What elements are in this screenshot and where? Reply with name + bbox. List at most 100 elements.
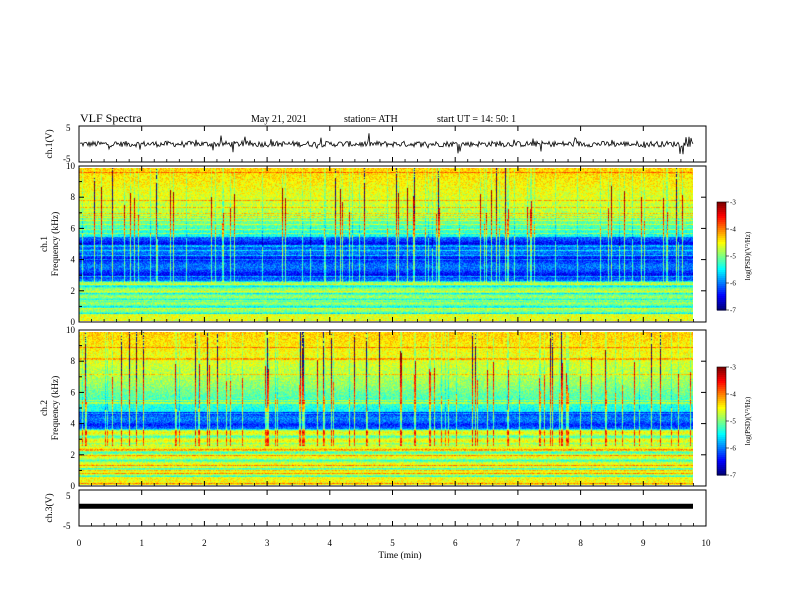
ch2-colorbar-swatch [717, 381, 726, 384]
ch1-colorbar-swatch [717, 296, 726, 299]
time-axis-label: Time (min) [378, 550, 421, 561]
ch2-colorbar-swatch [717, 441, 726, 444]
ch1-colorbar-swatch [717, 242, 726, 245]
ch1-spec-ylabel-frequency: Frequency (kHz) [50, 212, 61, 277]
ch1-colorbar-swatch [717, 246, 726, 249]
ch1-waveform-panel: 5 -5 ch.1(V) [44, 123, 707, 164]
ch2-colorbar-swatch [717, 463, 726, 466]
ch3-ytick-top: 5 [66, 491, 71, 501]
time-tick-label: 7 [516, 538, 521, 548]
ch3-ylabel: ch.3(V) [44, 493, 55, 522]
ch2-colorbar-swatch [717, 409, 726, 412]
ch2-spectrogram-panel: 0 2 4 6 8 10 ch.2 Frequency (kHz) [40, 325, 707, 491]
ch1-colorbar-swatch [717, 206, 726, 209]
ch2-colorbar-tick-label: -7 [730, 472, 736, 480]
ch2-colorbar-swatch [717, 435, 726, 438]
ch2-colorbar-swatch [717, 445, 726, 448]
ch3-ytick-bottom: -5 [63, 521, 71, 531]
ch1-colorbar-swatch [717, 240, 726, 243]
time-tick-label: 8 [578, 538, 583, 548]
ch2-colorbar-swatch [717, 403, 726, 406]
ch2-colorbar-swatch [717, 465, 726, 468]
ch1-colorbar-swatch [717, 272, 726, 275]
ch2-spectrogram-yticks: 0 2 4 6 8 10 [66, 325, 706, 491]
ch1-colorbar-swatch [717, 228, 726, 231]
time-tick-label: 3 [265, 538, 270, 548]
ch1-colorbar-tick-label: -3 [730, 199, 736, 207]
ch2-colorbar-tick-label: -3 [730, 364, 736, 372]
ch1-colorbar-swatch [717, 292, 726, 295]
ch1-colorbar-swatch [717, 224, 726, 227]
time-tick-label: 1 [139, 538, 144, 548]
header-station: station= ATH [344, 114, 398, 125]
ch2-colorbar-swatch [717, 415, 726, 418]
ch1-colorbar-swatch [717, 306, 726, 309]
ch2-spec-ylabel-frequency: Frequency (kHz) [50, 376, 61, 441]
ch2-colorbar-swatch [717, 427, 726, 430]
ch1-colorbar-swatch [717, 270, 726, 273]
ch2-spec-ytick-label: 8 [71, 356, 76, 366]
ch2-colorbar-tick-label: -6 [730, 445, 736, 453]
ch2-colorbar-swatch [717, 379, 726, 382]
ch2-colorbar-swatch [717, 421, 726, 424]
ch2-colorbar-swatch [717, 417, 726, 420]
ch1-colorbar-swatch [717, 258, 726, 261]
ch2-colorbar-swatch [717, 467, 726, 470]
ch2-colorbar-swatch [717, 389, 726, 392]
ch2-colorbar-swatch [717, 425, 726, 428]
ch1-colorbar-swatch [717, 238, 726, 241]
ch2-colorbar-swatch [717, 393, 726, 396]
ch2-colorbar-swatch [717, 371, 726, 374]
ch2-colorbar-swatch [717, 373, 726, 376]
ch1-colorbar-swatch [717, 214, 726, 217]
header-date: May 21, 2021 [251, 114, 307, 125]
ch1-colorbar-swatch [717, 236, 726, 239]
ch2-colorbar-swatch [717, 375, 726, 378]
ch2-colorbar-swatch [717, 461, 726, 464]
time-tick-label: 10 [702, 538, 712, 548]
ch2-colorbar-swatch [717, 443, 726, 446]
ch2-colorbar-swatch [717, 391, 726, 394]
ch1-colorbar-swatch [717, 284, 726, 287]
ch1-colorbar-swatch [717, 208, 726, 211]
ch1-colorbar-swatch [717, 250, 726, 253]
ch2-colorbar-swatch [717, 437, 726, 440]
ch1-colorbar-swatch [717, 226, 726, 229]
ch1-colorbar-swatch [717, 302, 726, 305]
ch2-colorbar-swatch [717, 377, 726, 380]
ch1-spec-ytick-label: 10 [66, 161, 76, 171]
ch1-spec-ylabel-channel: ch.1 [40, 236, 50, 252]
ch2-spec-ytick-label: 10 [66, 325, 76, 335]
ch2-colorbar-swatch [717, 449, 726, 452]
ch1-colorbar-swatch [717, 210, 726, 213]
ch2-colorbar-swatch [717, 471, 726, 474]
ch2-colorbar-swatch [717, 369, 726, 372]
ch2-colorbar-swatch [717, 451, 726, 454]
time-axis-ticks: 0 1 2 3 4 5 6 7 8 9 10 [77, 126, 711, 548]
ch2-spectrogram-image [79, 332, 693, 485]
ch2-colorbar-swatch [717, 419, 726, 422]
time-tick-label: 6 [453, 538, 458, 548]
ch1-colorbar-swatch [717, 248, 726, 251]
ch1-spec-ytick-label: 2 [71, 286, 76, 296]
ch1-colorbar-swatch [717, 256, 726, 259]
time-tick-label: 9 [641, 538, 646, 548]
ch1-colorbar-swatch [717, 300, 726, 303]
ch2-colorbar: -3 -4 -5 -6 -7 log(PSD)(V²/Hz) [716, 364, 752, 480]
ch2-colorbar-swatch [717, 453, 726, 456]
ch1-spectrogram-image [79, 168, 693, 321]
ch2-colorbar-swatch [717, 367, 726, 370]
ch2-colorbar-swatch [717, 385, 726, 388]
ch2-spec-ytick-label: 6 [71, 387, 76, 397]
ch1-spec-ytick-label: 0 [71, 317, 76, 327]
ch1-colorbar-swatch [717, 260, 726, 263]
ch1-colorbar-swatch [717, 290, 726, 293]
ch1-colorbar-swatch [717, 282, 726, 285]
ch1-colorbar-swatch [717, 234, 726, 237]
ch2-colorbar-swatch [717, 407, 726, 410]
ch1-colorbar-tick-label: -7 [730, 307, 736, 315]
ch1-ytick-top: 5 [66, 123, 71, 133]
time-tick-label: 4 [328, 538, 333, 548]
ch2-colorbar-swatch [717, 405, 726, 408]
